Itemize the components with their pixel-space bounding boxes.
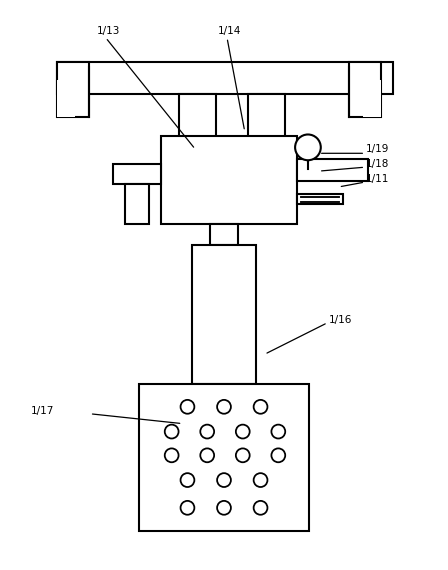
Circle shape [254, 400, 267, 414]
Circle shape [254, 501, 267, 515]
Circle shape [181, 473, 194, 487]
Text: 1/11: 1/11 [366, 174, 390, 184]
Bar [139, 384, 309, 531]
Bar [161, 136, 297, 223]
Circle shape [217, 400, 231, 414]
Circle shape [295, 135, 321, 160]
Circle shape [181, 501, 194, 515]
Circle shape [181, 400, 194, 414]
Bar [57, 62, 393, 94]
Circle shape [236, 425, 250, 438]
Circle shape [271, 449, 285, 462]
Bar [248, 94, 285, 153]
Bar [125, 184, 149, 223]
Text: 1/14: 1/14 [218, 26, 241, 35]
Circle shape [165, 425, 179, 438]
Circle shape [271, 425, 285, 438]
Circle shape [200, 425, 214, 438]
Bar [57, 62, 89, 117]
Bar [297, 159, 368, 181]
Circle shape [217, 501, 231, 515]
Bar [192, 246, 256, 384]
Circle shape [165, 449, 179, 462]
Text: 1/19: 1/19 [366, 144, 390, 154]
Bar [297, 194, 343, 204]
Circle shape [254, 473, 267, 487]
Bar [57, 80, 75, 117]
Circle shape [217, 473, 231, 487]
Circle shape [200, 449, 214, 462]
Text: 1/13: 1/13 [97, 26, 120, 35]
Bar [349, 62, 381, 117]
Bar [113, 164, 161, 184]
Bar [179, 94, 216, 153]
Circle shape [236, 449, 250, 462]
Text: 1/18: 1/18 [366, 159, 390, 169]
Text: 1/17: 1/17 [30, 406, 54, 416]
Bar [363, 80, 381, 117]
Text: 1/16: 1/16 [329, 315, 352, 325]
Bar [210, 223, 238, 246]
